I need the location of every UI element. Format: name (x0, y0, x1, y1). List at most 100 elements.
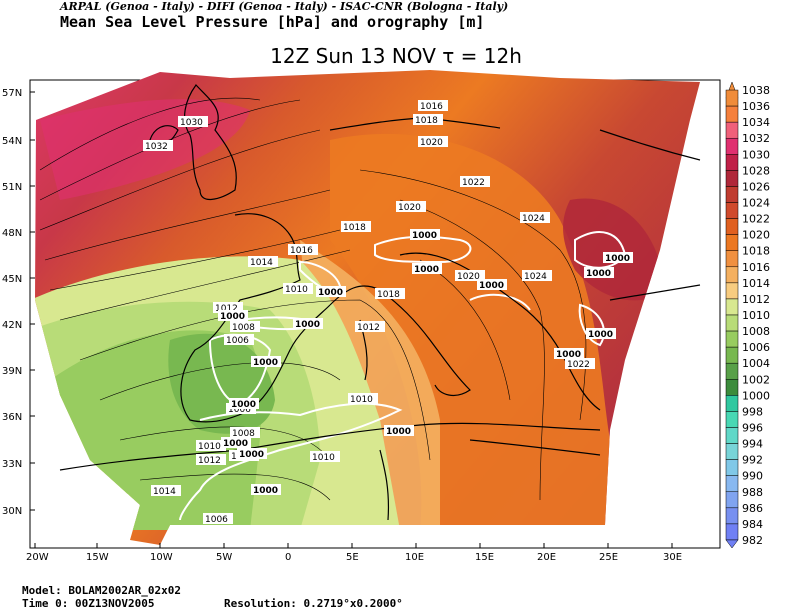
lat-tick-label: 33N (2, 459, 22, 470)
orography-label: 1000 (588, 330, 613, 340)
colorbar-swatch (725, 234, 739, 251)
colorbar-level-label: 994 (742, 438, 763, 451)
colorbar-swatch (725, 395, 739, 412)
isobar-label: 1010 (285, 285, 308, 295)
isobar-label: 1006 (226, 336, 249, 346)
colorbar-swatch (725, 170, 739, 187)
lon-tick-label: 0 (285, 552, 291, 563)
orography-label: 1000 (223, 439, 248, 449)
lon-tick-label: 30E (663, 552, 682, 563)
lon-tick-label: 5W (216, 552, 232, 563)
isobar-label: 1022 (462, 178, 485, 188)
colorbar-level-label: 990 (742, 470, 763, 483)
isobar-label: 1010 (198, 442, 221, 452)
isobar-label: 1024 (524, 272, 547, 282)
orography-label: 1000 (239, 450, 264, 460)
colorbar-level-label: 1030 (742, 148, 770, 161)
colorbar-swatch (725, 266, 739, 284)
colorbar-level-label: 1014 (742, 277, 770, 290)
lon-tick-label: 25E (599, 552, 618, 563)
lat-tick-label: 45N (2, 274, 22, 285)
colorbar-swatch (725, 105, 739, 123)
lat-tick-label: 51N (2, 182, 22, 193)
isobar-label: 1014 (250, 258, 273, 268)
colorbar-swatch (725, 250, 739, 268)
isobar-label: 1016 (290, 246, 313, 256)
colorbar-swatch (725, 330, 739, 348)
lat-tick-label: 30N (2, 506, 22, 517)
colorbar-swatch (725, 507, 739, 525)
orography-label: 1000 (479, 281, 504, 291)
lon-tick-label: 10E (405, 552, 424, 563)
lon-axis: 20W 15W 10W 5W 0 5E 10E 15E 20E 25E 30E (26, 552, 682, 563)
orography-label: 1000 (318, 288, 343, 298)
colorbar-swatch (725, 137, 739, 155)
colorbar-swatch (725, 186, 739, 203)
colorbar-level-label: 1000 (742, 389, 770, 402)
orography-label: 1000 (231, 400, 256, 410)
orography-label: 1000 (295, 320, 320, 330)
colorbar-level-label: 1004 (742, 357, 770, 370)
colorbar-swatch (725, 523, 739, 541)
colorbar-level-label: 988 (742, 486, 763, 499)
colorbar-level-label: 1034 (742, 116, 770, 129)
lat-tick-label: 42N (2, 320, 22, 331)
isobar-label: 1020 (457, 272, 480, 282)
isobar-label: 1018 (377, 290, 400, 300)
isobar-label: 1020 (398, 203, 421, 213)
lon-tick-label: 15E (475, 552, 494, 563)
colorbar-swatch (725, 362, 739, 380)
colorbar-level-label: 1020 (742, 229, 770, 242)
colorbar-level-label: 982 (742, 534, 763, 547)
orography-label: 1000 (605, 254, 630, 264)
colorbar-level-label: 1012 (742, 293, 770, 306)
orography-label: 1000 (556, 350, 581, 360)
isobar-labels: 1030 1032 1016 1018 1020 1022 1020 1024 … (143, 100, 595, 525)
product-title: Mean Sea Level Pressure [hPa] and orogra… (60, 13, 485, 31)
colorbar-level-label: 998 (742, 405, 763, 418)
colorbar-legend: 1038 1036 1034 1032 1030 1028 1026 1024 1022 1020… (725, 81, 770, 549)
colorbar-swatch (725, 427, 739, 444)
isobar-label: 1008 (232, 429, 255, 439)
lat-tick-label: 54N (2, 136, 22, 147)
colorbar-swatch (725, 121, 739, 139)
isobar-label: 1030 (180, 118, 203, 128)
colorbar-swatch (725, 459, 739, 476)
colorbar-swatch (725, 202, 739, 219)
colorbar-level-label: 986 (742, 502, 763, 515)
colorbar-level-label: 984 (742, 518, 763, 531)
colorbar-level-label: 1008 (742, 325, 770, 338)
isobar-label: 1032 (145, 142, 168, 152)
colorbar-swatch (725, 379, 739, 396)
isobar-label: 1022 (567, 360, 590, 370)
orography-labels: 1000 1000 1000 1000 1000 1000 1000 1000 … (218, 229, 633, 496)
colorbar-level-label: 1002 (742, 373, 770, 386)
colorbar-swatch (725, 89, 739, 107)
lon-tick-label: 15W (86, 552, 109, 563)
lat-tick-label: 57N (2, 88, 22, 99)
isobar-label: 1006 (205, 515, 228, 525)
colorbar-swatch (725, 154, 739, 171)
axis-ticks (30, 91, 673, 548)
colorbar-level-label: 992 (742, 454, 763, 467)
colorbar-level-label: 1026 (742, 180, 770, 193)
isobar-label: 1018 (415, 116, 438, 126)
init-time: Time 0: 00Z13NOV2005 (22, 597, 155, 610)
orography-label: 1000 (586, 269, 611, 279)
colorbar-swatch (725, 314, 739, 332)
orography-label: 1000 (253, 486, 278, 496)
isobar-label: 1020 (420, 138, 443, 148)
colorbar-level-label: 1018 (742, 245, 770, 258)
lon-tick-label: 20E (537, 552, 556, 563)
colorbar-swatch (725, 298, 739, 316)
orography-label: 1000 (412, 231, 437, 241)
colorbar-level-label: 996 (742, 421, 763, 434)
isobar-label: 1010 (312, 453, 335, 463)
colorbar-swatch (725, 475, 739, 493)
lat-tick-label: 48N (2, 228, 22, 239)
isobar-label: 1006 (228, 405, 251, 415)
lon-tick-label: 10W (150, 552, 173, 563)
colorbar-level-label: 1016 (742, 261, 770, 274)
colorbar-level-label: 1036 (742, 100, 770, 113)
